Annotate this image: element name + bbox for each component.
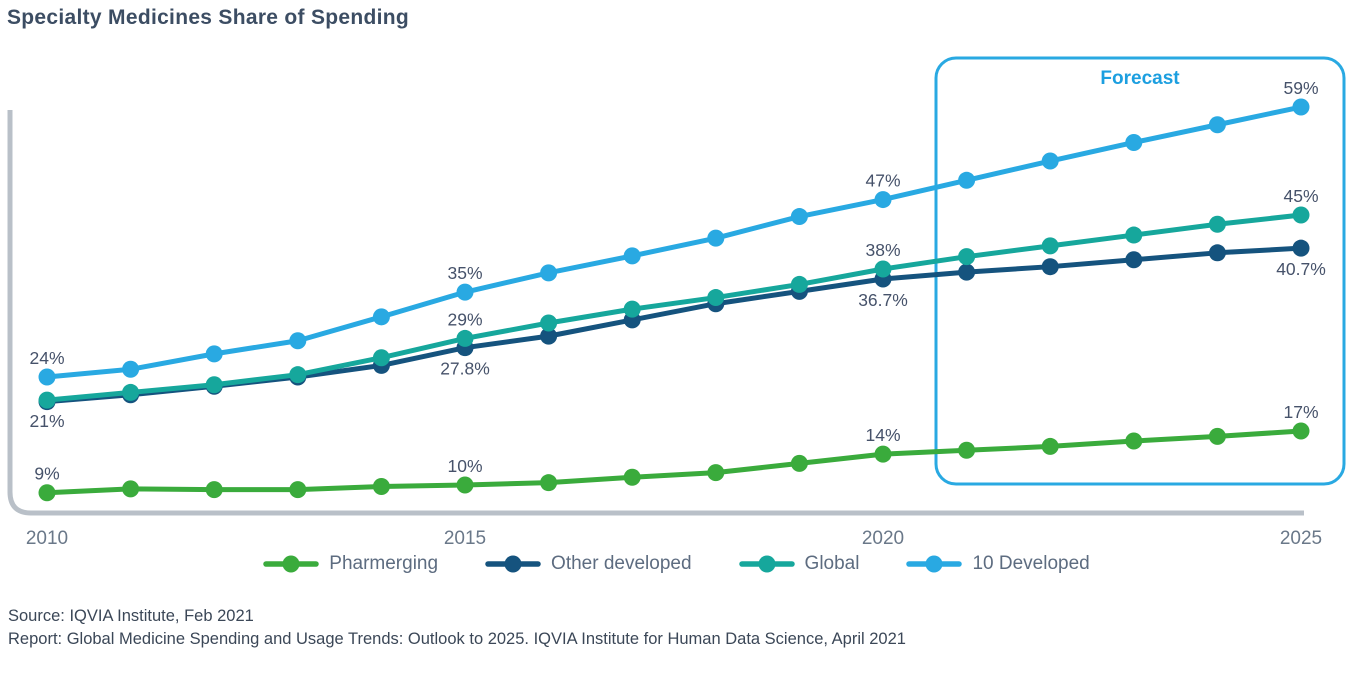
legend-swatch-pharmerging-icon (263, 555, 320, 573)
data-point (1208, 427, 1226, 445)
value-label: 45% (1283, 186, 1318, 206)
value-label: 38% (865, 240, 900, 260)
data-point (790, 454, 808, 472)
data-point (1125, 432, 1143, 450)
data-point (1041, 152, 1059, 170)
source-line: Source: IQVIA Institute, Feb 2021 (8, 607, 254, 625)
data-point (1041, 437, 1059, 455)
data-point (1125, 226, 1143, 244)
data-point (38, 368, 56, 386)
data-point (1292, 422, 1310, 440)
data-point (790, 275, 808, 293)
data-point (205, 481, 223, 499)
value-label: 17% (1283, 402, 1318, 422)
legend-swatch-10-developed-icon (906, 555, 963, 573)
x-tick-label: 2015 (444, 528, 486, 549)
legend-swatch-global-icon (738, 555, 795, 573)
value-label: 40.7% (1276, 259, 1326, 279)
data-point (1292, 239, 1310, 257)
data-point (540, 314, 558, 332)
data-point (205, 376, 223, 394)
legend-item-global: Global (738, 553, 860, 575)
data-point (372, 349, 390, 367)
report-line: Report: Global Medicine Spending and Usa… (8, 630, 906, 648)
data-point (1208, 244, 1226, 262)
data-point (958, 441, 976, 459)
x-tick-label: 2010 (26, 528, 68, 549)
data-point (1125, 133, 1143, 151)
data-point (372, 478, 390, 496)
data-point (289, 332, 307, 350)
value-label: 36.7% (858, 290, 908, 310)
data-point (540, 264, 558, 282)
data-point (456, 476, 474, 494)
legend-swatch-other-developed-icon (485, 555, 541, 573)
x-tick-label: 2025 (1280, 528, 1322, 549)
data-point (958, 171, 976, 189)
x-tick-label: 2020 (862, 528, 904, 549)
legend-item-pharmerging: Pharmerging (262, 553, 438, 575)
value-label: 14% (865, 425, 900, 445)
value-label: 29% (447, 309, 482, 329)
data-point (38, 484, 56, 502)
data-point (1208, 215, 1226, 233)
series-line-global (44, 212, 1304, 403)
series-line-10-developed (44, 104, 1304, 380)
data-point (874, 260, 892, 278)
legend-label-other-developed: Other developed (551, 553, 692, 574)
value-label: 21% (29, 411, 64, 431)
value-label: 59% (1283, 78, 1318, 98)
data-point (372, 308, 390, 326)
value-label: 9% (34, 464, 59, 484)
data-point (1208, 116, 1226, 134)
data-point (874, 191, 892, 209)
value-label: 35% (447, 263, 482, 283)
legend-label-pharmerging: Pharmerging (329, 553, 439, 574)
data-point (540, 474, 558, 492)
line-chart: Forecast 24% 21% 9% 35% 29% 27.8% 10% 47% 38% 36.7… (7, 56, 1346, 549)
data-point (456, 329, 474, 347)
data-point (707, 289, 725, 307)
data-point (958, 263, 976, 281)
data-point (205, 345, 223, 363)
data-point (1292, 206, 1310, 224)
forecast-label: Forecast (1100, 68, 1180, 89)
data-point (623, 300, 641, 318)
data-point (707, 229, 725, 247)
data-point (1041, 258, 1059, 276)
series-line-other-developed (44, 245, 1304, 405)
data-point (38, 391, 56, 409)
data-point (623, 468, 641, 486)
value-label: 47% (865, 171, 900, 191)
data-point (1041, 237, 1059, 255)
data-point (289, 481, 307, 499)
data-point (623, 247, 641, 265)
data-point (1292, 98, 1310, 116)
data-point (1125, 251, 1143, 269)
data-point (790, 208, 808, 226)
data-point (122, 480, 140, 498)
legend-item-10-developed: 10 Developed (905, 553, 1090, 575)
data-point (122, 360, 140, 378)
legend-label-10-developed: 10 Developed (972, 553, 1090, 574)
chart-legend: Pharmerging Other developed Global 10 De… (0, 553, 1352, 575)
value-label: 27.8% (440, 359, 490, 379)
data-point (958, 248, 976, 266)
data-point (707, 464, 725, 482)
data-point (456, 283, 474, 301)
value-label: 24% (29, 348, 64, 368)
data-point (540, 327, 558, 345)
legend-label-global: Global (804, 553, 860, 574)
value-label: 10% (447, 456, 482, 476)
data-point (874, 445, 892, 463)
series-line-pharmerging (44, 428, 1304, 496)
chart-title: Specialty Medicines Share of Spending (7, 6, 410, 29)
source-note: Source: IQVIA Institute, Feb 2021 Report… (8, 605, 906, 651)
legend-item-other-developed: Other developed (484, 553, 692, 575)
data-point (289, 366, 307, 384)
data-point (122, 383, 140, 401)
